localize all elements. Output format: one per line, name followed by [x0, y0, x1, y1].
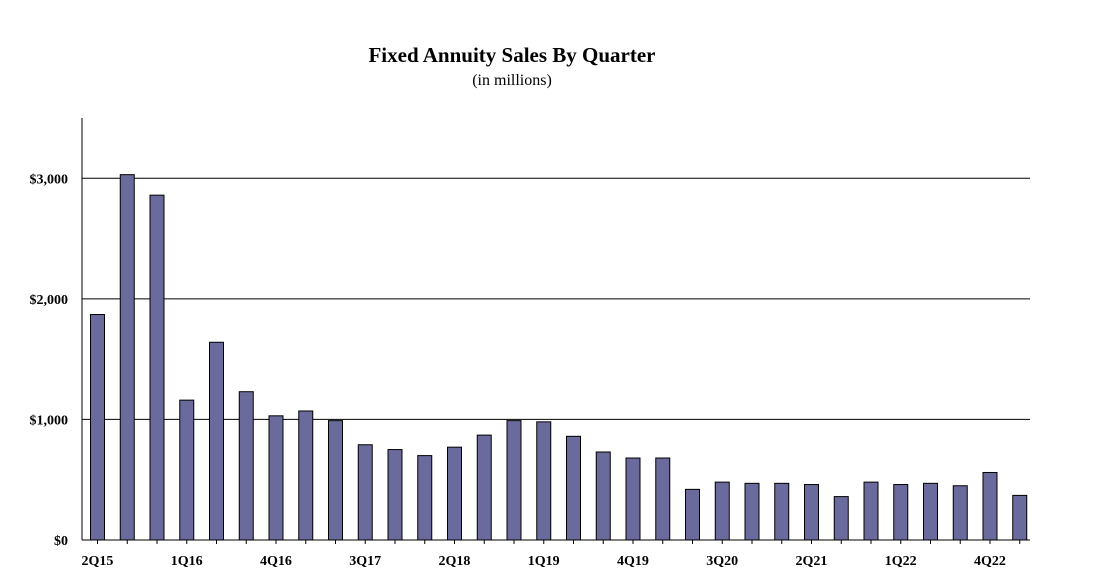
bar-4Q19: [625, 457, 641, 541]
x-tick-label: 2Q15: [82, 554, 114, 569]
bar-4Q22: [982, 471, 998, 541]
y-tick-labels: $0 $1,000 $2,000 $3,000: [30, 172, 69, 549]
bar-3Q16: [238, 391, 254, 541]
bar-1Q16: [179, 399, 195, 541]
x-tick-label: 2Q18: [439, 554, 471, 569]
bar-1Q17: [298, 410, 314, 541]
bar-3Q18: [476, 434, 492, 541]
bar-1Q22: [893, 484, 909, 541]
axes: [81, 118, 1030, 544]
y-tick-label: $1,000: [30, 413, 69, 428]
bar-2Q16: [209, 341, 224, 541]
bar-2Q19: [566, 435, 581, 541]
bar-4Q21: [863, 481, 879, 541]
x-tick-label: 1Q22: [885, 554, 917, 569]
y-tick-label: $2,000: [30, 293, 69, 308]
bar-4Q20: [744, 482, 760, 541]
bar-2Q17: [328, 420, 343, 541]
bar-3Q19: [595, 451, 611, 541]
y-tick-label: $3,000: [30, 172, 69, 187]
x-tick-label: 4Q22: [974, 554, 1006, 569]
bar-4Q17: [387, 449, 403, 541]
chart-title: Fixed Annuity Sales By Quarter: [368, 43, 655, 67]
bar-2Q22: [923, 482, 938, 541]
bar-1Q23: [1012, 494, 1028, 541]
bars: [90, 174, 1028, 541]
chart-subtitle: (in millions): [472, 72, 552, 89]
x-tick-label: 1Q19: [528, 554, 560, 569]
bar-1Q20: [655, 457, 671, 541]
bar-2Q18: [447, 446, 462, 541]
bar-3Q15: [119, 174, 135, 541]
gridlines: [82, 177, 1030, 420]
x-tick-label: 4Q19: [617, 554, 649, 569]
x-tick-label: 3Q20: [706, 554, 738, 569]
bar-2Q20: [685, 488, 700, 541]
x-tick-label: 4Q16: [260, 554, 292, 569]
x-tick-label: 1Q16: [171, 554, 203, 569]
bar-2Q15: [90, 314, 105, 541]
bar-3Q17: [357, 444, 373, 541]
bar-3Q22: [952, 485, 968, 541]
y-tick-label: $0: [54, 534, 68, 549]
bar-4Q18: [506, 420, 522, 541]
bar-3Q21: [833, 496, 849, 541]
bar-4Q16: [268, 415, 284, 541]
bar-1Q21: [774, 482, 790, 541]
bar-3Q20: [714, 481, 730, 541]
bar-1Q18: [417, 455, 433, 541]
x-tick-labels: 2Q15 1Q16 4Q16 3Q17 2Q18 1Q19 4Q19 3Q20 2Q21 1Q22…: [82, 554, 1006, 569]
x-tick-label: 3Q17: [349, 554, 381, 569]
bar-1Q19: [536, 421, 552, 541]
bar-2Q21: [804, 484, 819, 541]
bar-4Q15: [149, 194, 165, 541]
x-tick-label: 2Q21: [796, 554, 828, 569]
